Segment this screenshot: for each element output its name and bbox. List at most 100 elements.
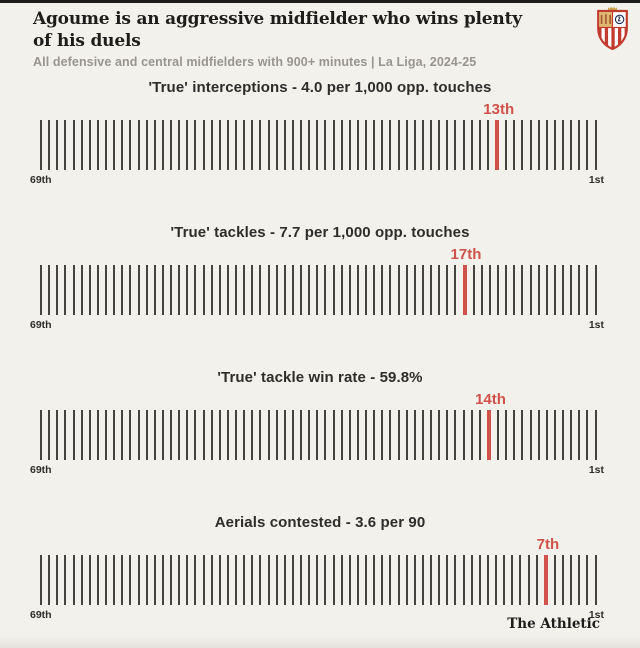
player-tick (300, 555, 302, 605)
player-tick (186, 410, 189, 460)
player-tick (478, 410, 481, 460)
player-tick (480, 265, 483, 315)
player-tick (88, 265, 91, 315)
player-tick (421, 120, 424, 170)
player-tick (470, 120, 473, 170)
player-tick (64, 120, 67, 170)
player-tick (145, 555, 148, 605)
player-tick (324, 410, 327, 460)
axis-labels: 69th 1st (30, 319, 604, 331)
player-tick (300, 120, 302, 170)
player-tick (202, 410, 205, 460)
player-tick (243, 265, 246, 315)
player-tick (88, 120, 91, 170)
player-tick (578, 265, 581, 315)
player-tick (513, 410, 516, 460)
player-tick (405, 265, 408, 315)
player-tick (513, 120, 516, 170)
player-tick (170, 120, 172, 170)
player-tick (578, 120, 581, 170)
player-tick (405, 120, 408, 170)
player-tick (495, 555, 497, 605)
player-tick (218, 265, 221, 315)
player-tick (194, 265, 197, 315)
chart-title: 'True' interceptions - 4.0 per 1,000 opp… (148, 79, 492, 96)
player-tick (129, 265, 132, 315)
player-tick (88, 555, 91, 605)
player-tick (259, 555, 262, 605)
tick-strip (40, 410, 597, 460)
player-tick (389, 555, 392, 605)
player-tick (194, 120, 197, 170)
player-tick (545, 120, 548, 170)
player-tick (438, 265, 441, 315)
header: Agoume is an aggressive midfielder who w… (0, 3, 640, 69)
player-tick (170, 555, 172, 605)
player-tick (161, 555, 164, 605)
player-tick (497, 410, 499, 460)
player-tick (356, 555, 359, 605)
player-tick (389, 120, 392, 170)
player-tick (470, 555, 473, 605)
player-tick (226, 265, 229, 315)
player-tick (478, 555, 481, 605)
player-tick (373, 555, 376, 605)
player-tick (570, 120, 573, 170)
rank-strip-chart-tackle-win-rate: 'True' tackle win rate - 59.8% 14th 69th… (0, 368, 640, 476)
player-tick (365, 410, 367, 460)
player-tick (332, 555, 335, 605)
player-tick (235, 120, 237, 170)
player-tick (586, 265, 589, 315)
player-rank-label: 17th (450, 246, 482, 263)
player-tick (381, 265, 384, 315)
player-tick (226, 120, 229, 170)
player-tick (389, 410, 392, 460)
player-tick (505, 410, 508, 460)
player-tick (446, 265, 449, 315)
player-tick (348, 120, 351, 170)
player-tick (511, 555, 514, 605)
chart-title: 'True' tackles - 7.7 per 1,000 opp. touc… (170, 224, 470, 241)
player-tick (243, 410, 246, 460)
player-tick (235, 410, 237, 460)
player-tick (251, 265, 254, 315)
player-tick (365, 265, 367, 315)
player-tick (48, 120, 51, 170)
player-tick (113, 120, 116, 170)
player-tick (178, 410, 181, 460)
player-tick (178, 265, 181, 315)
axis-labels: 69th 1st (30, 174, 604, 186)
player-tick (145, 410, 148, 460)
player-tick (537, 120, 540, 170)
axis-labels: 69th 1st (30, 609, 604, 621)
player-tick (413, 265, 416, 315)
player-tick (462, 555, 465, 605)
player-tick (486, 555, 489, 605)
player-tick (570, 555, 573, 605)
player-tick (291, 265, 294, 315)
player-tick (153, 555, 156, 605)
player-tick (275, 410, 278, 460)
player-tick (332, 120, 335, 170)
player-tick (324, 555, 327, 605)
player-tick (505, 265, 508, 315)
player-tick (405, 410, 408, 460)
player-tick (259, 120, 262, 170)
player-tick (570, 265, 573, 315)
player-tick (340, 265, 343, 315)
player-tick (488, 265, 491, 315)
tick-strip (40, 120, 597, 170)
rank-strip-chart-interceptions: 'True' interceptions - 4.0 per 1,000 opp… (0, 78, 640, 186)
player-tick (137, 265, 140, 315)
player-tick (72, 410, 75, 460)
player-tick (308, 120, 311, 170)
player-tick (226, 555, 229, 605)
player-tick (267, 265, 270, 315)
axis-label-best: 1st (588, 464, 604, 476)
axis-label-worst: 69th (30, 464, 52, 476)
player-tick (430, 410, 432, 460)
player-tick (373, 265, 376, 315)
player-tick (80, 410, 83, 460)
player-tick (438, 555, 441, 605)
player-tick (586, 410, 589, 460)
